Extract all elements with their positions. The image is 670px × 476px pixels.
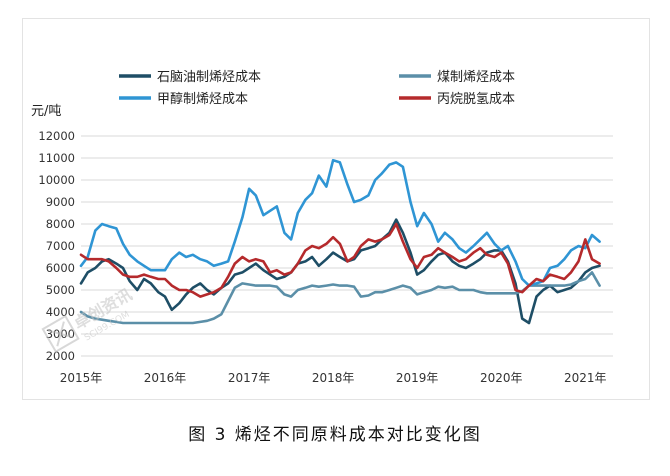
- y-tick-label: 12000: [38, 129, 75, 143]
- series-line-0: [79, 218, 601, 325]
- y-tick-label: 10000: [38, 173, 75, 187]
- y-tick-label: 9000: [46, 195, 75, 209]
- x-tick-label: 2019年: [396, 371, 439, 385]
- x-tick-label: 2016年: [144, 371, 187, 385]
- series-lines: [79, 158, 601, 325]
- watermark-logo: 卓创资讯 SCI99.COM: [41, 285, 135, 354]
- y-tick-label: 7000: [46, 239, 75, 253]
- y-axis-unit-label: 元/吨: [31, 104, 61, 119]
- y-tick-label: 6000: [46, 261, 75, 275]
- series-line-2: [79, 158, 601, 287]
- figure-caption: 图 3 烯烃不同原料成本对比变化图: [188, 425, 482, 445]
- x-tick-label: 2018年: [312, 371, 355, 385]
- chart-frame: 2000 3000 4000 5000 6000 7000 8000 9000 10000 110…: [22, 18, 650, 400]
- y-tick-label: 5000: [46, 283, 75, 297]
- x-tick-label: 2015年: [60, 371, 103, 385]
- legend-label-2: 甲醇制烯烃成本: [157, 91, 248, 107]
- legend-label-0: 石脑油制烯烃成本: [157, 70, 261, 85]
- y-tick-label: 11000: [38, 151, 75, 165]
- series-line-1: [79, 271, 601, 325]
- x-tick-label: 2017年: [228, 371, 271, 385]
- y-tick-label: 8000: [46, 217, 75, 231]
- legend-label-3: 丙烷脱氢成本: [437, 92, 515, 107]
- legend-label-1: 煤制烯烃成本: [437, 70, 515, 85]
- axes: 2000300040005000600070008000900010000110…: [31, 104, 607, 385]
- x-tick-label: 2020年: [480, 371, 523, 385]
- y-tick-label: 4000: [46, 305, 75, 319]
- x-tick-label: 2021年: [564, 371, 607, 385]
- series-line-3: [79, 222, 601, 298]
- line-chart: 2000300040005000600070008000900010000110…: [31, 70, 613, 385]
- y-tick-label: 2000: [46, 349, 75, 363]
